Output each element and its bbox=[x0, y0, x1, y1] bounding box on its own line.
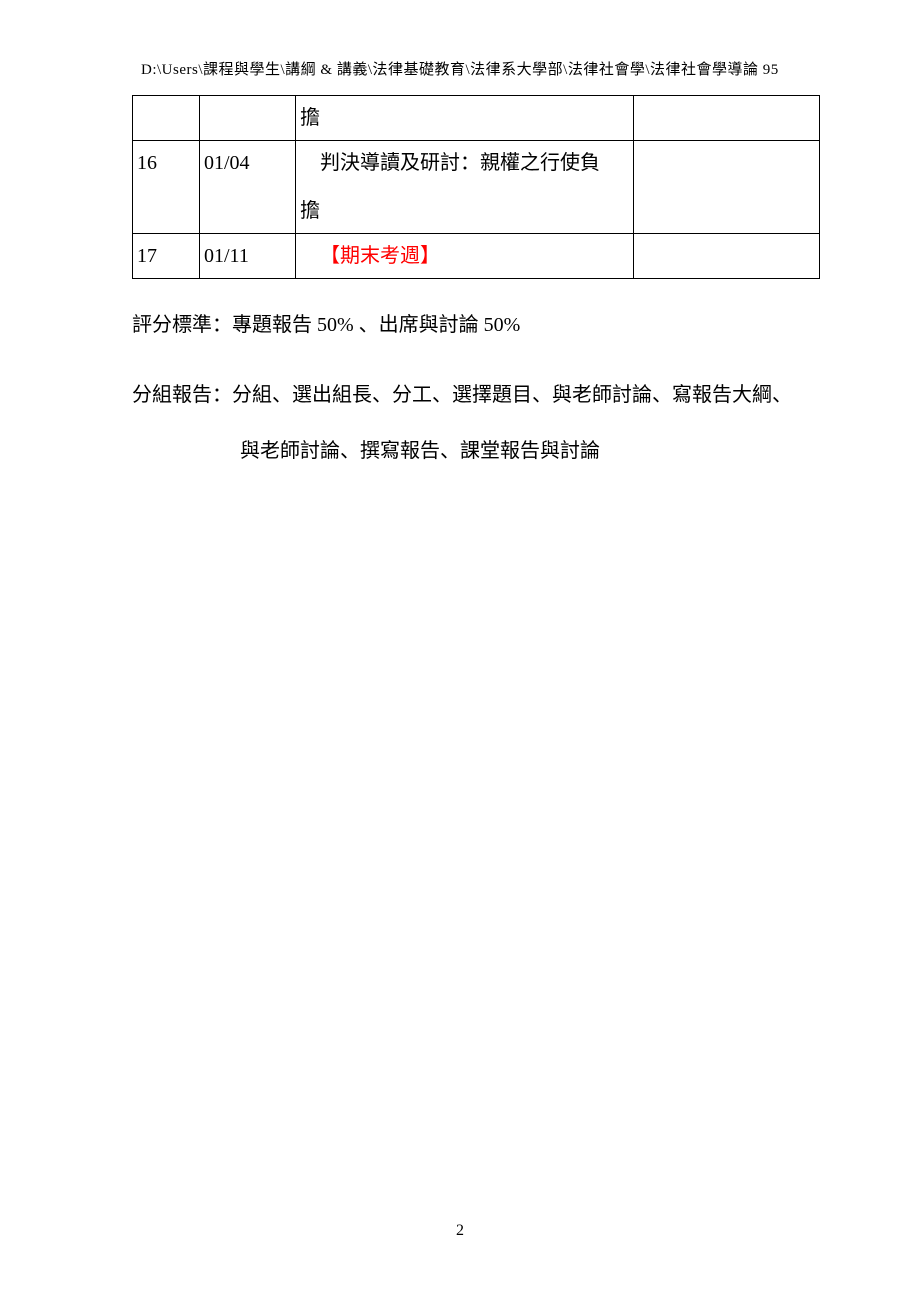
page-number: 2 bbox=[0, 1222, 920, 1240]
table-cell-notes bbox=[634, 234, 820, 279]
schedule-table: 擔 16 01/04 判決導讀及研討：親權之行使負 擔 17 01/11 【期末… bbox=[132, 95, 820, 279]
file-path-header: D:\Users\課程與學生\講綱 & 講義\法律基礎教育\法律系大學部\法律社… bbox=[141, 58, 825, 79]
table-cell-notes bbox=[634, 141, 820, 234]
table-row: 擔 bbox=[133, 96, 820, 141]
exam-week-label: 【期末考週】 bbox=[320, 245, 440, 267]
table-cell-week bbox=[133, 96, 200, 141]
table-cell-date bbox=[200, 96, 296, 141]
table-cell-date: 01/11 bbox=[200, 234, 296, 279]
group-report-continued: 與老師討論、撰寫報告、課堂報告與討論 bbox=[132, 427, 820, 475]
table-cell-date: 01/04 bbox=[200, 141, 296, 234]
table-row: 17 01/11 【期末考週】 bbox=[133, 234, 820, 279]
table-cell-topic: 【期末考週】 bbox=[296, 234, 634, 279]
group-report-info: 分組報告：分組、選出組長、分工、選擇題目、與老師討論、寫報告大綱、 bbox=[132, 371, 820, 419]
table-cell-topic: 判決導讀及研討：親權之行使負 擔 bbox=[296, 141, 634, 234]
table-cell-week: 17 bbox=[133, 234, 200, 279]
main-content: 擔 16 01/04 判決導讀及研討：親權之行使負 擔 17 01/11 【期末… bbox=[132, 95, 820, 475]
table-cell-notes bbox=[634, 96, 820, 141]
table-row: 16 01/04 判決導讀及研討：親權之行使負 擔 bbox=[133, 141, 820, 234]
table-cell-topic: 擔 bbox=[296, 96, 634, 141]
grading-criteria: 評分標準：專題報告 50% 、出席與討論 50% bbox=[132, 301, 820, 349]
table-cell-week: 16 bbox=[133, 141, 200, 234]
